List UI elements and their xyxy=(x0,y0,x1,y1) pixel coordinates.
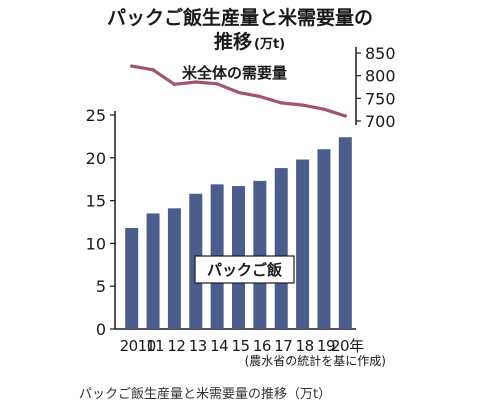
line-point xyxy=(215,82,219,86)
chart-title-unit: (万t) xyxy=(254,37,285,52)
line-layer xyxy=(130,64,347,118)
x-tick-label: 20年 xyxy=(331,337,364,355)
left-tick-label: 0 xyxy=(96,320,106,339)
bar xyxy=(125,227,139,329)
right-tick-label: 850 xyxy=(365,44,396,63)
line-point xyxy=(322,107,326,111)
bar xyxy=(338,137,352,329)
left-tick-label: 10 xyxy=(86,234,106,253)
bar-series-label: パックご飯 xyxy=(207,261,282,279)
line-point xyxy=(236,90,241,95)
chart-title-main: 推移 xyxy=(214,30,252,53)
bar xyxy=(146,213,160,329)
line-series-label-group: 米全体の需要量 xyxy=(182,64,287,82)
bar xyxy=(317,149,331,329)
right-tick-label: 800 xyxy=(365,67,396,86)
line-point xyxy=(279,101,283,105)
source-note: (農水省の統計を基に作成) xyxy=(245,353,386,368)
figure-caption: パックご飯生産量と米需要量の推移（万t） xyxy=(79,386,331,402)
left-tick-label: 25 xyxy=(86,106,106,125)
x-tick-label: 11 xyxy=(146,337,164,355)
line-point xyxy=(194,80,198,84)
x-tick-label: 17 xyxy=(274,337,292,355)
x-tick-label: 14 xyxy=(210,337,228,355)
bar xyxy=(274,168,288,329)
left-tick-label: 20 xyxy=(86,149,106,168)
bar xyxy=(296,159,310,329)
bar-series-label-box xyxy=(194,255,295,284)
x-tick-label: 12 xyxy=(167,337,185,355)
x-tick-label: 13 xyxy=(189,337,207,355)
bar-series-label-group: パックご飯 xyxy=(194,255,295,284)
left-tick-label: 15 xyxy=(86,192,106,211)
line-point xyxy=(172,82,177,86)
x-tick-label: 19 xyxy=(317,337,335,355)
line-point xyxy=(151,68,155,72)
x-tick-label: 16 xyxy=(253,337,271,355)
line-series-label: 米全体の需要量 xyxy=(182,64,287,82)
bars-layer xyxy=(125,137,352,329)
x-tick-label: 2010 xyxy=(120,337,156,355)
chart-title-line1: パックご飯生産量と米需要量の xyxy=(107,6,373,29)
x-tick-label: 18 xyxy=(296,337,314,355)
bar xyxy=(253,180,267,329)
right-tick-label: 700 xyxy=(365,112,396,131)
left-tick-label: 5 xyxy=(96,277,106,296)
x-tick-label: 15 xyxy=(231,337,249,355)
line-point xyxy=(300,103,305,107)
line-point xyxy=(258,94,262,99)
right-tick-label: 750 xyxy=(365,89,396,108)
line-point xyxy=(130,64,134,68)
chart-title-line2: 推移 (万t) xyxy=(214,30,285,53)
bar xyxy=(167,208,181,329)
line-point xyxy=(343,114,347,118)
